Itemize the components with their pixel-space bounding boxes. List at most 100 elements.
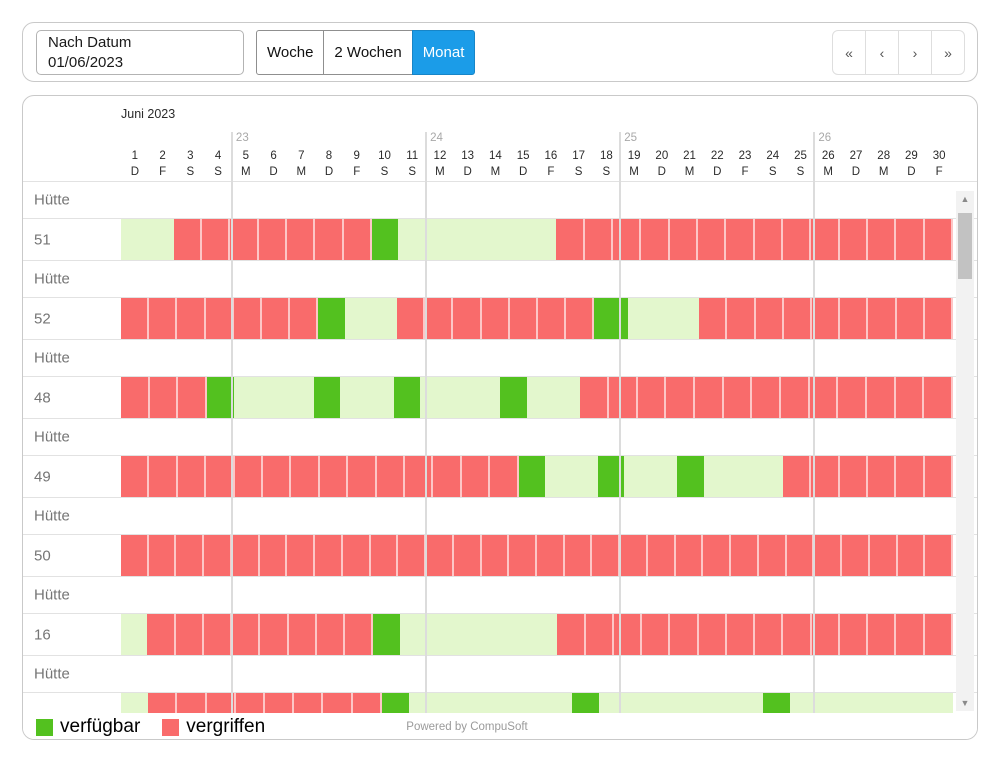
availability-cell-vergriffen[interactable]	[783, 614, 812, 655]
availability-cell-verfügbar[interactable]	[572, 693, 600, 713]
availability-cell-vergriffen[interactable]	[287, 535, 316, 576]
availability-cell-frei-hintergrund[interactable]	[425, 614, 453, 655]
availability-cell-vergriffen[interactable]	[206, 693, 236, 713]
availability-cell-frei-hintergrund[interactable]	[646, 298, 674, 339]
availability-cell-vergriffen[interactable]	[316, 614, 346, 655]
availability-cell-verfügbar[interactable]	[500, 377, 528, 418]
availability-cell-vergriffen[interactable]	[398, 535, 427, 576]
availability-cell-frei-hintergrund[interactable]	[517, 693, 546, 713]
availability-cell-vergriffen[interactable]	[177, 456, 207, 497]
availability-cell-vergriffen[interactable]	[896, 614, 925, 655]
availability-cell-frei-hintergrund[interactable]	[398, 219, 425, 260]
availability-cell-frei-hintergrund[interactable]	[673, 298, 700, 339]
availability-cell-vergriffen[interactable]	[263, 456, 292, 497]
availability-cell-vergriffen[interactable]	[896, 298, 925, 339]
availability-cell-vergriffen[interactable]	[840, 298, 869, 339]
availability-cell-frei-hintergrund[interactable]	[681, 693, 709, 713]
availability-cell-vergriffen[interactable]	[592, 535, 621, 576]
availability-cell-vergriffen[interactable]	[727, 298, 756, 339]
availability-cell-verfügbar[interactable]	[594, 298, 621, 339]
availability-cell-vergriffen[interactable]	[839, 456, 868, 497]
availability-cell-frei-hintergrund[interactable]	[545, 693, 573, 713]
availability-cell-vergriffen[interactable]	[345, 614, 374, 655]
availability-cell-frei-hintergrund[interactable]	[703, 456, 730, 497]
availability-cell-vergriffen[interactable]	[203, 614, 233, 655]
availability-cell-vergriffen[interactable]	[869, 535, 898, 576]
availability-cell-frei-hintergrund[interactable]	[530, 614, 558, 655]
availability-cell-verfügbar-teilweise[interactable]	[620, 298, 647, 339]
availability-cell-vergriffen[interactable]	[811, 614, 840, 655]
availability-cell-vergriffen[interactable]	[348, 456, 377, 497]
availability-cell-vergriffen[interactable]	[509, 535, 538, 576]
availability-cell-frei-hintergrund[interactable]	[344, 298, 371, 339]
availability-cell-vergriffen[interactable]	[461, 456, 491, 497]
availability-cell-vergriffen[interactable]	[613, 614, 643, 655]
availability-cell-frei-hintergrund[interactable]	[789, 693, 818, 713]
availability-cell-frei-hintergrund[interactable]	[121, 693, 149, 713]
availability-cell-vergriffen[interactable]	[206, 456, 235, 497]
availability-cell-vergriffen[interactable]	[230, 219, 259, 260]
availability-cell-vergriffen[interactable]	[556, 219, 585, 260]
availability-cell-vergriffen[interactable]	[697, 219, 727, 260]
availability-cell-frei-hintergrund[interactable]	[147, 219, 174, 260]
availability-cell-vergriffen[interactable]	[670, 614, 699, 655]
availability-cell-vergriffen[interactable]	[896, 456, 925, 497]
availability-cell-vergriffen[interactable]	[376, 456, 406, 497]
availability-cell-vergriffen[interactable]	[315, 535, 343, 576]
availability-cell-verfügbar[interactable]	[393, 377, 421, 418]
availability-cell-vergriffen[interactable]	[754, 219, 783, 260]
availability-cell-vergriffen[interactable]	[842, 535, 870, 576]
availability-cell-vergriffen[interactable]	[867, 456, 897, 497]
availability-cell-vergriffen[interactable]	[233, 298, 263, 339]
availability-cell-vergriffen[interactable]	[258, 219, 287, 260]
availability-cell-frei-hintergrund[interactable]	[452, 614, 479, 655]
availability-cell-vergriffen[interactable]	[897, 535, 926, 576]
availability-cell-frei-hintergrund[interactable]	[503, 219, 530, 260]
vertical-scrollbar[interactable]: ▲ ▼	[956, 191, 974, 711]
availability-cell-vergriffen[interactable]	[235, 693, 266, 713]
availability-cell-verfügbar[interactable]	[207, 377, 234, 418]
availability-cell-frei-hintergrund[interactable]	[571, 456, 598, 497]
availability-cell-verfügbar[interactable]	[318, 298, 345, 339]
availability-cell-vergriffen[interactable]	[260, 614, 289, 655]
availability-cell-frei-hintergrund[interactable]	[367, 377, 394, 418]
availability-cell-verfügbar[interactable]	[677, 456, 704, 497]
availability-cell-vergriffen[interactable]	[288, 614, 317, 655]
availability-cell-vergriffen[interactable]	[811, 219, 840, 260]
availability-cell-vergriffen[interactable]	[924, 456, 954, 497]
availability-cell-vergriffen[interactable]	[585, 614, 614, 655]
availability-cell-frei-hintergrund[interactable]	[450, 219, 478, 260]
availability-cell-vergriffen[interactable]	[896, 219, 925, 260]
availability-cell-vergriffen[interactable]	[642, 614, 671, 655]
availability-cell-vergriffen[interactable]	[699, 298, 728, 339]
availability-cell-verfügbar[interactable]	[381, 693, 410, 713]
availability-cell-vergriffen[interactable]	[234, 456, 264, 497]
nav-button-right[interactable]: ›	[898, 30, 932, 75]
availability-cell-vergriffen[interactable]	[703, 535, 732, 576]
availability-cell-vergriffen[interactable]	[231, 535, 260, 576]
availability-cell-frei-hintergrund[interactable]	[490, 693, 518, 713]
availability-cell-vergriffen[interactable]	[726, 219, 755, 260]
availability-cell-vergriffen[interactable]	[925, 535, 954, 576]
availability-cell-vergriffen[interactable]	[641, 219, 670, 260]
availability-cell-frei-hintergrund[interactable]	[370, 298, 398, 339]
availability-cell-frei-hintergrund[interactable]	[473, 377, 501, 418]
availability-cell-vergriffen[interactable]	[564, 535, 593, 576]
availability-cell-vergriffen[interactable]	[566, 298, 595, 339]
availability-cell-vergriffen[interactable]	[425, 298, 454, 339]
availability-cell-vergriffen[interactable]	[538, 298, 567, 339]
availability-cell-vergriffen[interactable]	[812, 298, 841, 339]
availability-cell-vergriffen[interactable]	[176, 535, 205, 576]
availability-cell-vergriffen[interactable]	[669, 219, 698, 260]
scroll-up-icon[interactable]: ▲	[960, 194, 970, 204]
availability-cell-vergriffen[interactable]	[397, 298, 426, 339]
nav-button-left[interactable]: ‹	[865, 30, 899, 75]
availability-cell-frei-hintergrund[interactable]	[545, 456, 572, 497]
availability-cell-vergriffen[interactable]	[620, 535, 648, 576]
availability-cell-frei-hintergrund[interactable]	[708, 693, 736, 713]
availability-cell-vergriffen[interactable]	[121, 535, 149, 576]
availability-cell-vergriffen[interactable]	[481, 298, 510, 339]
availability-cell-vergriffen[interactable]	[175, 614, 204, 655]
availability-cell-vergriffen[interactable]	[205, 298, 234, 339]
availability-cell-vergriffen[interactable]	[647, 535, 676, 576]
